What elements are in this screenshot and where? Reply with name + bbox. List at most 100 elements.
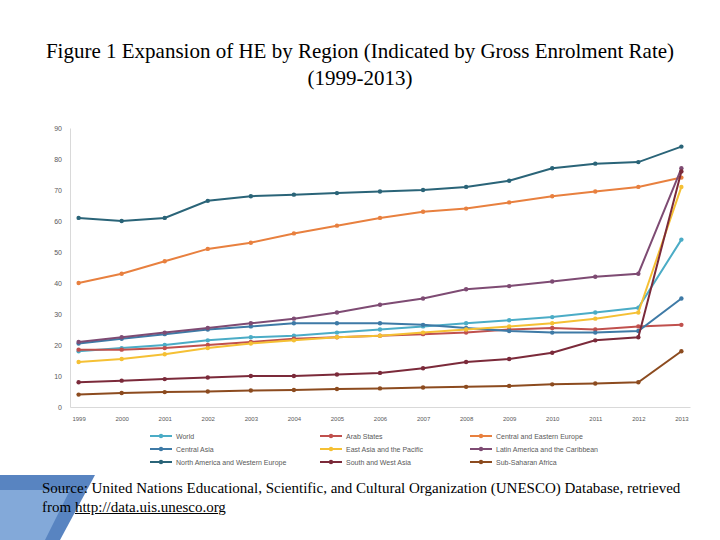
series-marker (464, 287, 468, 291)
series-marker (249, 194, 253, 198)
x-tick-label: 2007 (417, 416, 431, 422)
series-marker (249, 341, 253, 345)
series-marker (163, 352, 167, 356)
x-tick: 2012 (632, 407, 646, 422)
series-marker (636, 310, 640, 314)
series-marker (636, 160, 640, 164)
legend-item: Central Asia (150, 446, 214, 453)
series-marker (507, 357, 511, 361)
chart-svg: 0102030405060708090199920002001200220032… (0, 0, 720, 540)
series-marker (378, 303, 382, 307)
x-tick: 2013 (675, 407, 689, 422)
series-marker (76, 360, 80, 364)
x-tick-label: 1999 (72, 416, 86, 422)
series-marker (335, 335, 339, 339)
series-line (79, 171, 682, 382)
series-marker (550, 321, 554, 325)
y-tick-label: 90 (54, 125, 62, 132)
series-marker (119, 347, 123, 351)
series-marker (636, 380, 640, 384)
series-marker (76, 380, 80, 384)
x-axis: 1999200020012002200320042005200620072008… (71, 407, 691, 422)
x-tick-label: 2013 (675, 416, 689, 422)
series-marker (76, 347, 80, 351)
legend-label: Central Asia (176, 446, 214, 453)
series-line (79, 178, 682, 283)
series-marker (76, 392, 80, 396)
series-marker (249, 335, 253, 339)
legend-marker (479, 460, 483, 464)
series-marker (593, 161, 597, 165)
series-line (79, 147, 682, 221)
series-marker (76, 281, 80, 285)
x-tick: 2011 (589, 407, 603, 422)
y-tick-label: 10 (54, 373, 62, 380)
series (76, 237, 683, 353)
y-tick-label: 70 (54, 187, 62, 194)
series-marker (378, 216, 382, 220)
chart-title: Figure 1 Expansion of HE by Region (Indi… (40, 38, 680, 92)
x-tick: 2002 (202, 407, 216, 422)
series-marker (206, 326, 210, 330)
series-marker (378, 334, 382, 338)
y-tick: 80 (54, 156, 70, 163)
series-marker (163, 330, 167, 334)
legend-label: Arab States (346, 433, 383, 440)
series-marker (335, 321, 339, 325)
series-marker (593, 189, 597, 193)
y-tick-label: 30 (54, 311, 62, 318)
series-marker (206, 389, 210, 393)
x-tick-label: 2005 (331, 416, 345, 422)
series-marker (507, 329, 511, 333)
y-tick: 60 (54, 218, 70, 225)
series (76, 323, 683, 352)
series-marker (421, 330, 425, 334)
series-marker (550, 166, 554, 170)
series-marker (464, 206, 468, 210)
x-tick: 2006 (374, 407, 388, 422)
series-marker (163, 377, 167, 381)
x-tick-label: 2002 (202, 416, 216, 422)
series-marker (378, 321, 382, 325)
series-line (79, 299, 682, 344)
legend-label: East Asia and the Pacific (346, 446, 424, 453)
x-tick: 2003 (245, 407, 259, 422)
x-tick: 2001 (159, 407, 173, 422)
series-marker (593, 381, 597, 385)
series-marker (335, 387, 339, 391)
source-note: Source: United Nations Educational, Scie… (42, 479, 702, 517)
series-marker (292, 374, 296, 378)
y-tick: 50 (54, 249, 70, 256)
legend-label: World (176, 433, 194, 440)
series-marker (292, 388, 296, 392)
series-marker (464, 360, 468, 364)
series-line (79, 240, 682, 352)
series-marker (249, 321, 253, 325)
series-marker (292, 231, 296, 235)
series-marker (507, 318, 511, 322)
series-marker (550, 326, 554, 330)
y-tick-label: 80 (54, 156, 62, 163)
series-marker (464, 185, 468, 189)
x-axis-line (71, 407, 691, 408)
series-marker (163, 390, 167, 394)
series-marker (421, 296, 425, 300)
x-tick: 2009 (503, 407, 517, 422)
y-tick-label: 0 (58, 404, 62, 411)
series-marker (636, 335, 640, 339)
series-marker (206, 247, 210, 251)
series-marker (206, 346, 210, 350)
legend-label: Sub-Saharan Africa (496, 459, 557, 466)
series (76, 169, 683, 384)
legend-item: North America and Western Europe (150, 459, 286, 467)
series-line (79, 168, 682, 342)
series-marker (249, 388, 253, 392)
x-tick-label: 2004 (288, 416, 302, 422)
series-line (79, 325, 682, 350)
x-tick-label: 2001 (159, 416, 173, 422)
series-marker (292, 316, 296, 320)
series (76, 166, 683, 344)
series-marker (507, 200, 511, 204)
series-marker (679, 169, 683, 173)
legend-marker (329, 460, 333, 464)
